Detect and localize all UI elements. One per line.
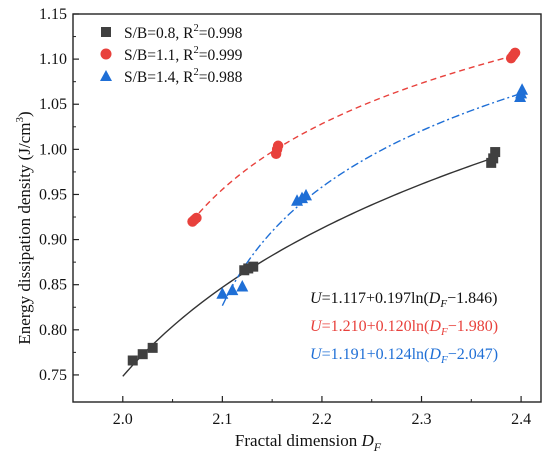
data-point-square bbox=[147, 342, 158, 353]
data-point-circle bbox=[191, 212, 202, 224]
data-point-square bbox=[248, 261, 259, 272]
x-tick-label: 2.0 bbox=[113, 411, 133, 428]
data-point-triangle bbox=[226, 283, 239, 296]
y-tick-label: 0.95 bbox=[39, 186, 67, 203]
equation-sb14: U=1.191+0.124ln(DF−2.047) bbox=[310, 346, 498, 366]
data-point-square bbox=[490, 147, 501, 158]
data-point-triangle bbox=[216, 287, 229, 299]
data-points bbox=[127, 47, 529, 366]
legend-label-sb14: S/B=1.4, R2=0.988 bbox=[124, 67, 243, 86]
data-point-circle bbox=[509, 47, 521, 58]
legend-label-sb11: S/B=1.1, R2=0.999 bbox=[124, 45, 243, 64]
data-point-circle bbox=[272, 140, 284, 151]
data-point-square bbox=[127, 355, 138, 366]
x-tick-label: 2.4 bbox=[511, 411, 531, 428]
fit-curve-0 bbox=[122, 156, 497, 377]
y-tick-label: 1.05 bbox=[39, 96, 67, 113]
data-point-triangle bbox=[300, 188, 313, 201]
legend-marker-square bbox=[101, 27, 111, 37]
x-axis-title: Fractal dimension DF bbox=[235, 431, 382, 454]
data-point-triangle bbox=[236, 280, 249, 292]
y-tick-label: 1.15 bbox=[39, 6, 67, 23]
y-tick-label: 1.10 bbox=[39, 51, 67, 68]
data-point-square bbox=[137, 349, 148, 360]
y-tick-label: 0.75 bbox=[39, 367, 67, 384]
y-tick-label: 0.80 bbox=[39, 322, 67, 339]
fit-curves bbox=[122, 54, 522, 377]
fit-curve-1 bbox=[191, 54, 517, 222]
x-tick-label: 2.1 bbox=[212, 411, 232, 428]
equation-sb11: U=1.210+0.120ln(DF−1.980) bbox=[310, 318, 498, 338]
legend-marker-triangle bbox=[100, 70, 112, 81]
y-tick-label: 0.90 bbox=[39, 232, 67, 249]
data-point-triangle bbox=[516, 83, 529, 95]
y-tick-label: 1.00 bbox=[39, 141, 67, 158]
fit-equations: U=1.117+0.197ln(DF−1.846) U=1.210+0.120l… bbox=[310, 290, 498, 366]
equation-sb08: U=1.117+0.197ln(DF−1.846) bbox=[310, 290, 497, 310]
y-axis-title: Energy dissipation density (J/cm3) bbox=[14, 111, 34, 344]
y-tick-label: 0.85 bbox=[39, 277, 67, 294]
legend-marker-circle bbox=[100, 48, 112, 60]
x-tick-label: 2.2 bbox=[312, 411, 332, 428]
fit-curve-2 bbox=[221, 92, 522, 306]
data-point-square bbox=[488, 153, 499, 164]
legend-label-sb08: S/B=0.8, R2=0.998 bbox=[124, 23, 243, 42]
x-tick-label: 2.3 bbox=[412, 411, 432, 428]
plot-frame bbox=[72, 13, 542, 403]
legend: S/B=0.8, R2=0.998 S/B=1.1, R2=0.999 S/B=… bbox=[100, 23, 243, 86]
axes: 2.0 2.1 2.2 2.3 2.4 0.75 0.80 0.85 0.90 0.95 1.00 1… bbox=[39, 6, 542, 428]
